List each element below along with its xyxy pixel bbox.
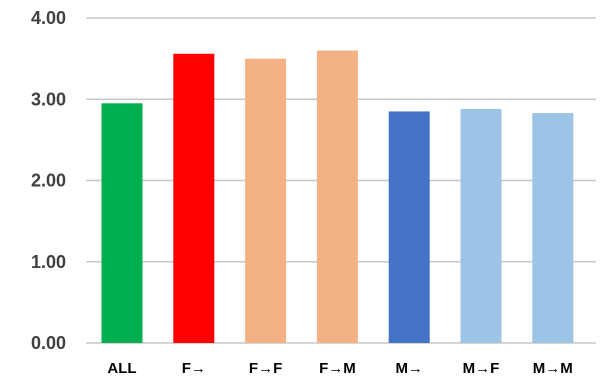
- bar: [101, 103, 143, 343]
- bar: [173, 53, 215, 343]
- bars: [101, 50, 574, 343]
- x-tick-label: F→M: [319, 360, 356, 377]
- bar: [532, 113, 574, 343]
- bar: [388, 111, 430, 343]
- x-axis-tick-labels: ALL F→ F→F F→M M→ M→F M→M: [107, 360, 572, 377]
- x-tick-label: ALL: [107, 360, 136, 377]
- x-tick-label: M→F: [463, 360, 500, 377]
- y-tick-label: 0.00: [31, 333, 66, 353]
- y-axis-tick-labels: 0.00 1.00 2.00 3.00 4.00: [31, 8, 66, 353]
- y-tick-label: 4.00: [31, 8, 66, 28]
- x-tick-label: M→: [395, 360, 423, 377]
- x-tick-label: F→F: [249, 360, 282, 377]
- bar: [316, 50, 358, 343]
- x-tick-label: M→M: [533, 360, 573, 377]
- bar: [460, 109, 502, 343]
- x-tick-label: F→: [182, 360, 206, 377]
- y-tick-label: 1.00: [31, 252, 66, 272]
- y-tick-label: 3.00: [31, 89, 66, 109]
- bar: [245, 58, 287, 343]
- y-tick-label: 2.00: [31, 171, 66, 191]
